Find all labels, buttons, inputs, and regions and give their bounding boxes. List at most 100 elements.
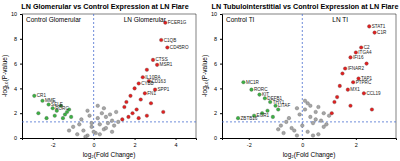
point [346, 88, 350, 92]
point [354, 51, 358, 55]
point [75, 132, 79, 136]
point [123, 105, 127, 109]
axis-line [220, 15, 223, 139]
point [284, 120, 288, 124]
point [129, 94, 133, 98]
point [325, 123, 329, 127]
point [80, 118, 84, 122]
point [141, 75, 145, 79]
point [306, 130, 310, 134]
tick-mark [249, 138, 250, 140]
gene-label: IFNAR2 [348, 66, 365, 71]
frame [396, 14, 397, 138]
point [98, 132, 102, 136]
gene-label: MSR1 [160, 62, 173, 67]
point [335, 95, 339, 99]
gene-label: MX1 [350, 87, 360, 92]
reference-line [222, 121, 396, 122]
point [359, 46, 363, 50]
tick: 2 [134, 138, 137, 148]
gene-label: IFI16 [353, 55, 364, 60]
tick-mark [302, 138, 303, 140]
tick-mark [176, 138, 177, 140]
chart-title: LN Tubulointerstitial vs Control Express… [212, 2, 399, 11]
tick: 10 [11, 11, 22, 17]
y-axis: 0246810 [211, 11, 223, 141]
point [159, 38, 163, 42]
y-axis-title: -log₁₀(P-value) [1, 55, 9, 97]
tick-mark [20, 113, 22, 114]
gene-label: CYBB [141, 81, 154, 86]
point [258, 93, 262, 97]
point [236, 116, 240, 120]
tick-mark [94, 138, 95, 140]
frame [196, 14, 197, 138]
tick: 0 [93, 138, 96, 148]
point [67, 129, 71, 133]
panel: LN Glomerular vs Control Expression at L… [1, 2, 197, 159]
point [110, 130, 114, 134]
axis-line [223, 139, 397, 141]
tick: 2 [14, 110, 22, 116]
tick-label: 6 [14, 61, 17, 67]
point [303, 108, 307, 112]
point [100, 111, 104, 115]
point [90, 121, 94, 125]
panel: LN Tubulointerstitial vs Control Express… [201, 2, 398, 159]
tick-label: 8 [214, 36, 217, 42]
tick-label: 4 [14, 86, 17, 92]
point [121, 118, 125, 122]
point [276, 128, 280, 132]
point [349, 104, 353, 108]
plot-area [22, 14, 196, 138]
point [349, 56, 353, 60]
point [149, 101, 153, 105]
point [319, 119, 323, 123]
point [108, 113, 112, 117]
point [295, 106, 299, 110]
point [131, 111, 135, 115]
tick-mark [53, 138, 54, 140]
tick-label: 2 [134, 142, 137, 148]
gene-label: MC1R [246, 80, 260, 85]
point [166, 46, 170, 50]
gene-label: C1R [377, 30, 387, 35]
x-axis-title: log₂(Fold Change) [283, 151, 336, 159]
point [112, 124, 116, 128]
tick: 0 [301, 138, 304, 148]
point [84, 135, 88, 138]
point [341, 72, 345, 76]
point [317, 105, 321, 109]
point [82, 129, 86, 133]
point [333, 100, 337, 104]
tick-label: 0 [93, 142, 96, 148]
x-axis: -202 [223, 138, 397, 148]
point [282, 131, 286, 135]
point [351, 80, 355, 84]
point [250, 88, 254, 92]
point [41, 99, 45, 103]
tick-mark [220, 14, 222, 15]
point [137, 82, 141, 86]
tick: 0 [214, 135, 222, 141]
point [161, 110, 165, 114]
point [338, 84, 342, 88]
point [69, 115, 73, 119]
point [90, 125, 94, 129]
point [143, 92, 147, 96]
point [145, 68, 149, 72]
point [362, 92, 366, 96]
point [330, 111, 334, 115]
point [151, 58, 155, 62]
point [104, 126, 108, 130]
gene-label: STAT1 [372, 24, 386, 29]
point [314, 110, 318, 114]
tick-label: 4 [174, 142, 177, 148]
point [279, 124, 283, 128]
point [71, 125, 75, 129]
tick-label: -2 [51, 142, 56, 148]
tick-label: 0 [301, 142, 304, 148]
axis-line [23, 139, 197, 141]
point [373, 31, 377, 35]
plot-area [222, 14, 396, 138]
